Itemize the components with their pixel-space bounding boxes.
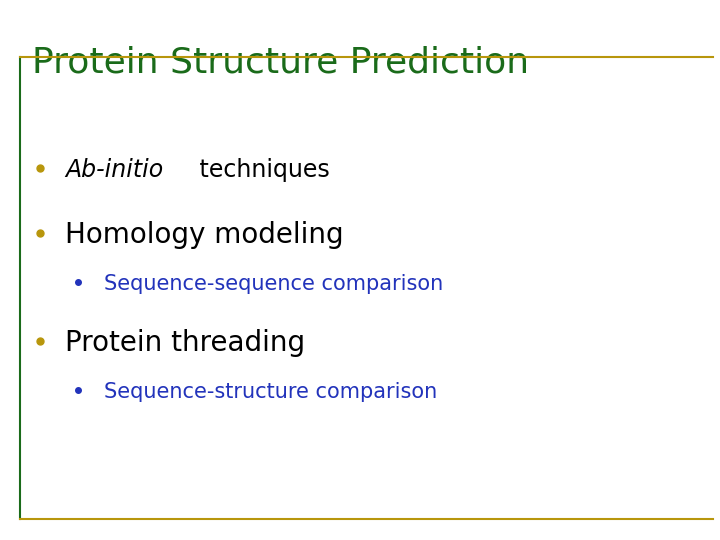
Text: Sequence-structure comparison: Sequence-structure comparison [104,381,438,402]
Text: Protein threading: Protein threading [65,329,305,357]
Text: techniques: techniques [192,158,329,182]
Text: Homology modeling: Homology modeling [65,221,343,249]
Text: Sequence-sequence comparison: Sequence-sequence comparison [104,273,444,294]
Text: Protein Structure Prediction: Protein Structure Prediction [32,46,529,80]
Text: Ab-initio: Ab-initio [65,158,163,182]
